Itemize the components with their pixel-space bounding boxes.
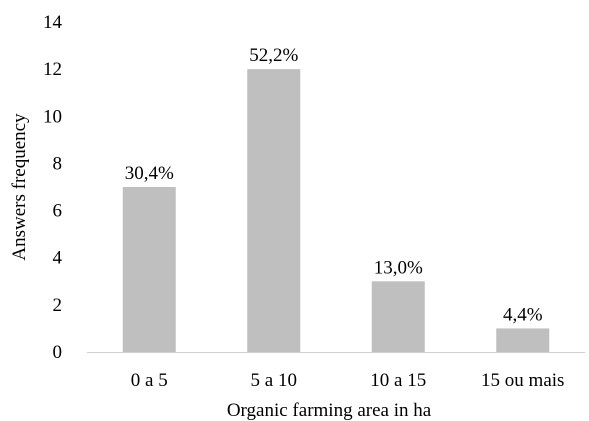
y-tick-label: 8 (53, 153, 63, 174)
x-tick-label: 0 a 5 (131, 370, 168, 391)
y-tick-label: 14 (43, 12, 63, 33)
y-tick-label: 12 (43, 59, 62, 80)
x-tick-label: 15 ou mais (481, 370, 564, 391)
data-label: 13,0% (374, 257, 423, 278)
x-tick-label: 5 a 10 (251, 370, 297, 391)
bar (496, 328, 550, 352)
x-axis-ticks: 0 a 5 5 a 10 10 a 15 15 ou mais (131, 370, 565, 391)
y-tick-label: 2 (53, 295, 63, 316)
x-tick-label: 10 a 15 (370, 370, 426, 391)
y-axis-title: Answers frequency (9, 113, 30, 261)
bar (122, 187, 176, 352)
data-labels: 30,4% 52,2% 13,0% 4,4% (125, 45, 543, 325)
y-tick-label: 4 (53, 248, 63, 269)
y-tick-label: 0 (53, 342, 63, 363)
y-tick-label: 10 (43, 106, 62, 127)
data-label: 30,4% (125, 163, 174, 184)
bars (122, 69, 550, 353)
data-label: 4,4% (503, 304, 543, 325)
data-label: 52,2% (249, 45, 298, 66)
y-tick-label: 6 (53, 201, 63, 222)
x-axis-title: Organic farming area in ha (227, 400, 432, 421)
bar (371, 281, 425, 352)
y-axis-ticks: 0 2 4 6 8 10 12 14 (43, 12, 63, 363)
bar (247, 69, 301, 353)
